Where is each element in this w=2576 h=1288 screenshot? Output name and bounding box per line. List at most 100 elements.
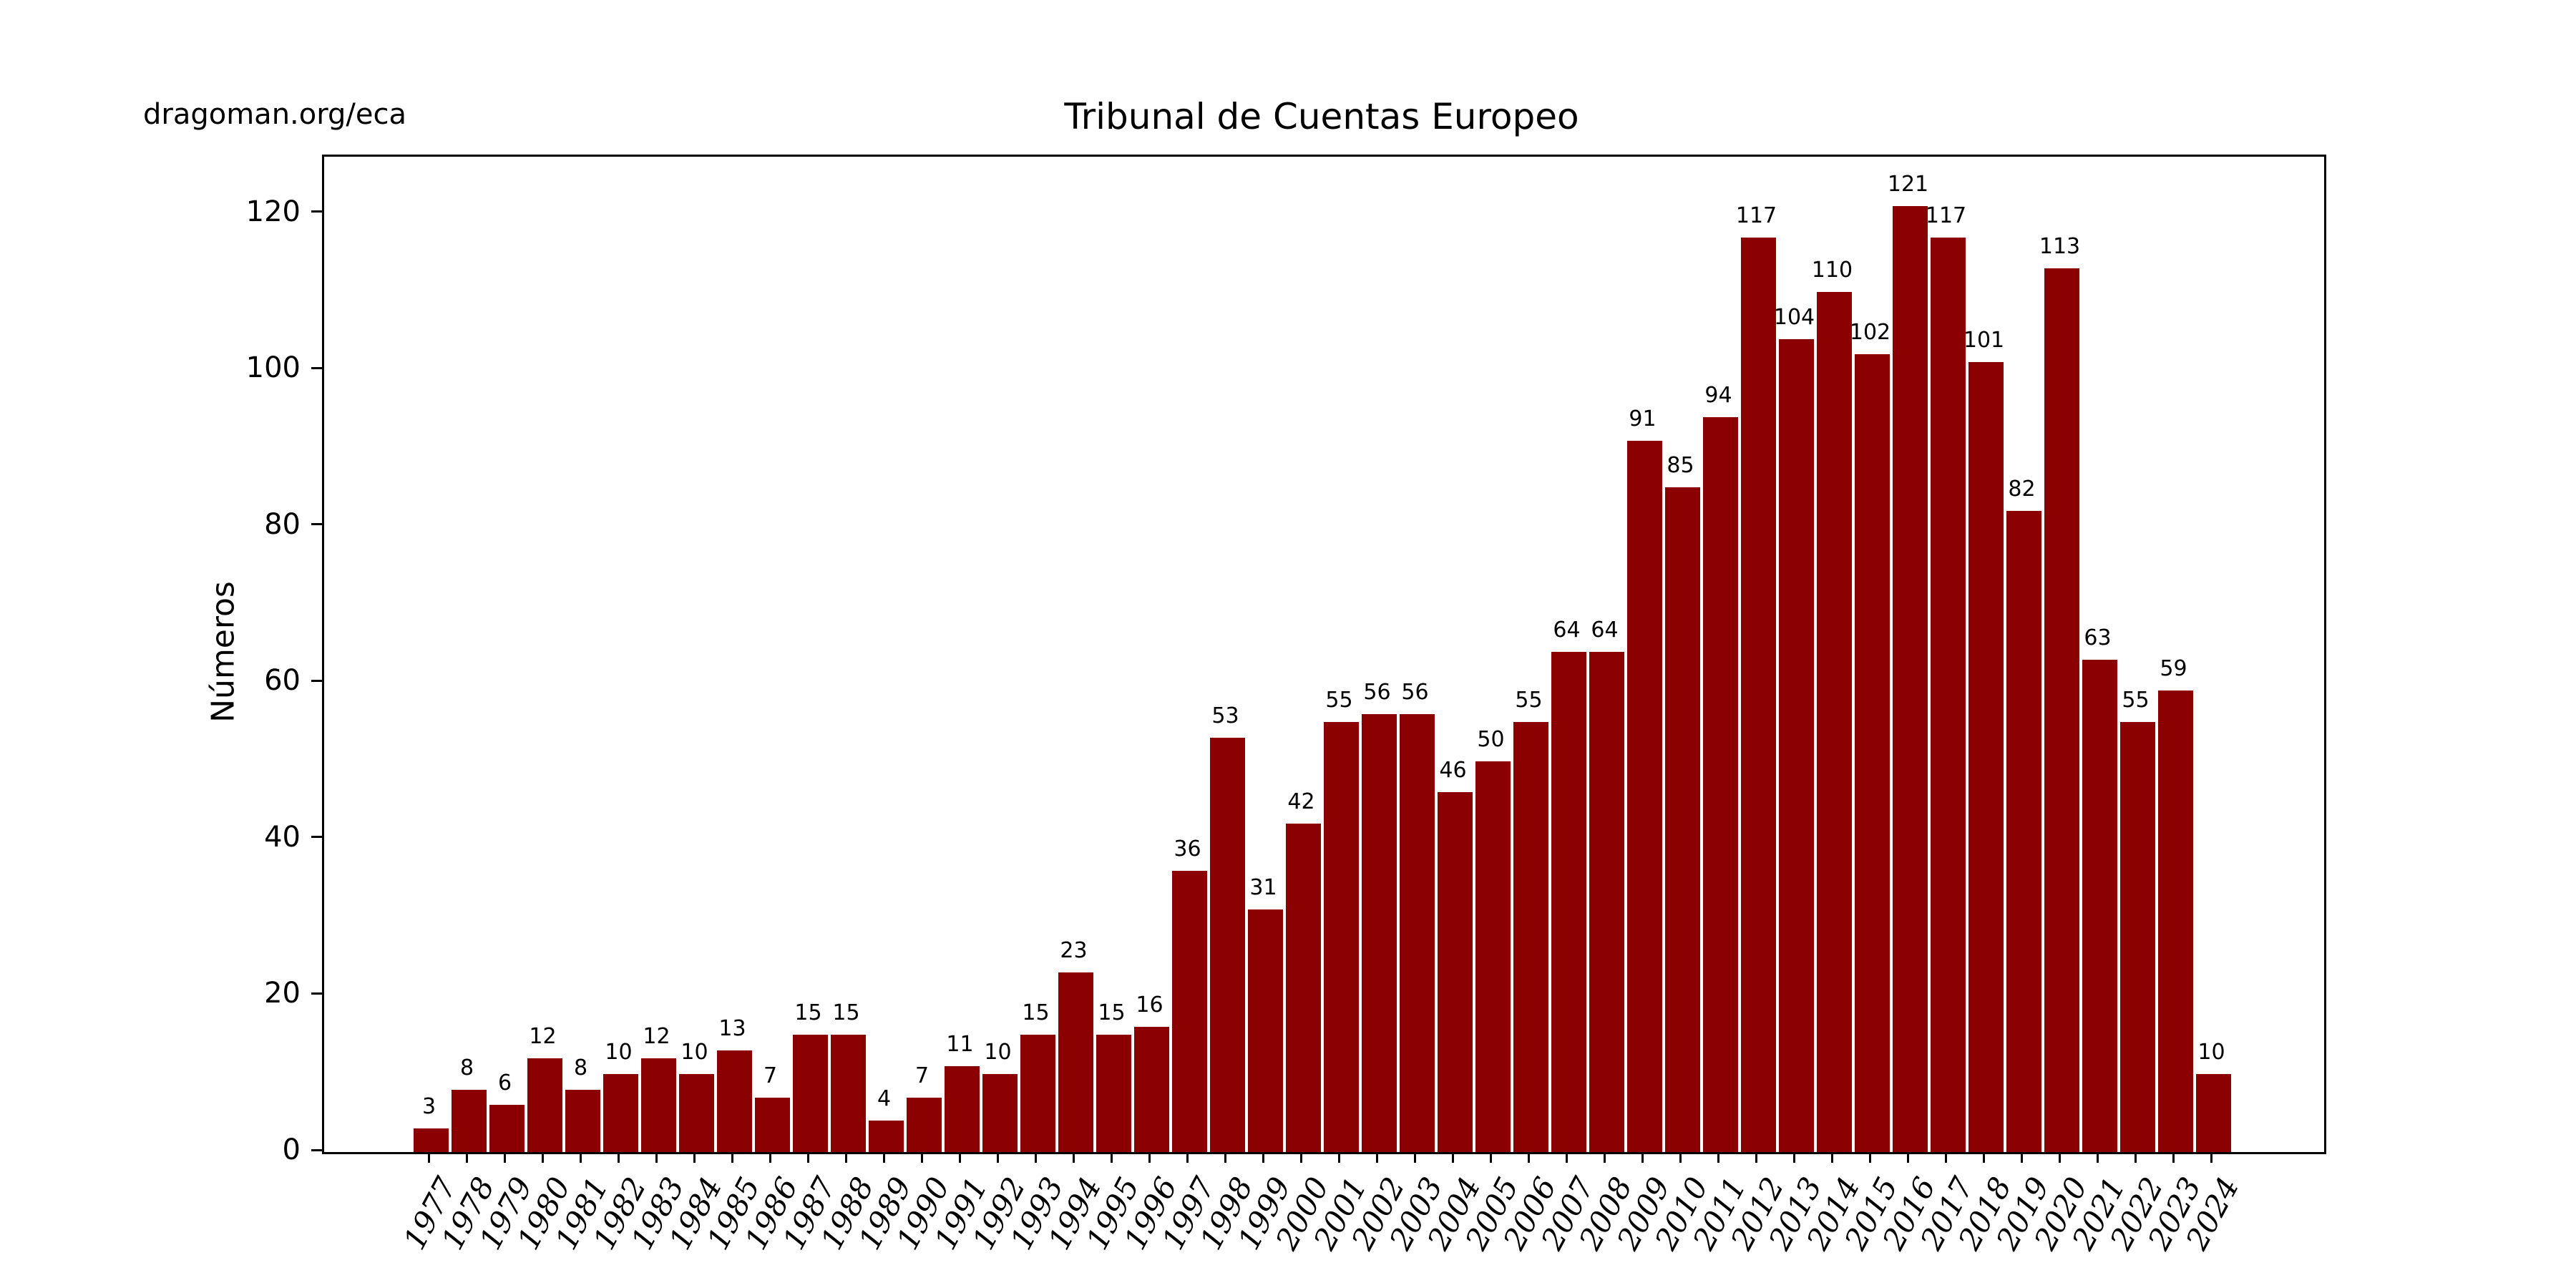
- bar-value-label-2018: 101: [1963, 328, 2005, 353]
- x-tick-mark: [504, 1152, 506, 1163]
- bar-value-label-1988: 15: [832, 1000, 860, 1026]
- bar-value-label-2023: 59: [2160, 656, 2187, 682]
- y-tick-mark: [311, 366, 322, 369]
- y-tick-label-100: 100: [245, 351, 301, 385]
- bar-value-label-1994: 23: [1060, 937, 1088, 963]
- x-tick-mark: [959, 1152, 961, 1163]
- bar-value-label-1981: 8: [573, 1055, 588, 1080]
- bar-2000: [1286, 824, 1321, 1152]
- bar-2004: [1438, 792, 1473, 1152]
- bar-value-label-1991: 11: [946, 1031, 974, 1057]
- y-axis-label: Números: [205, 581, 242, 723]
- bar-1992: [982, 1073, 1018, 1152]
- x-tick-mark: [845, 1152, 847, 1163]
- bar-value-label-2007: 64: [1553, 617, 1581, 643]
- x-tick-mark: [1073, 1152, 1075, 1163]
- bar-2021: [2082, 659, 2117, 1152]
- bar-2013: [1779, 338, 1814, 1152]
- bar-1984: [679, 1073, 714, 1152]
- x-tick-mark: [807, 1152, 809, 1163]
- x-tick-mark: [2210, 1152, 2212, 1163]
- bar-value-label-2005: 50: [1477, 726, 1505, 752]
- bar-value-label-2006: 55: [1515, 688, 1543, 713]
- bar-value-label-2016: 121: [1887, 171, 1929, 197]
- bar-value-label-1982: 10: [605, 1039, 633, 1065]
- x-tick-mark: [1452, 1152, 1454, 1163]
- bar-value-label-2012: 117: [1735, 203, 1777, 228]
- bar-1985: [717, 1050, 752, 1152]
- bar-value-label-1993: 15: [1022, 1000, 1050, 1026]
- y-tick-mark: [311, 992, 322, 995]
- bar-value-label-2024: 10: [2197, 1039, 2225, 1065]
- bar-value-label-1985: 13: [718, 1015, 746, 1041]
- x-tick-mark: [997, 1152, 999, 1163]
- bar-2016: [1893, 205, 1928, 1152]
- bar-value-label-2003: 56: [1401, 680, 1429, 706]
- y-tick-label-20: 20: [264, 977, 301, 1010]
- bar-1989: [869, 1121, 904, 1152]
- bar-value-label-2000: 42: [1287, 789, 1315, 815]
- x-tick-mark: [1641, 1152, 1644, 1163]
- y-tick-label-40: 40: [264, 820, 301, 854]
- x-tick-mark: [2135, 1152, 2137, 1163]
- bar-value-label-1978: 8: [459, 1055, 474, 1080]
- x-tick-mark: [1224, 1152, 1226, 1163]
- bar-value-label-2022: 55: [2122, 688, 2150, 713]
- bar-value-label-2017: 117: [1925, 203, 1967, 228]
- bar-value-label-1977: 3: [421, 1094, 436, 1120]
- x-tick-mark: [2021, 1152, 2023, 1163]
- x-tick-mark: [1717, 1152, 1719, 1163]
- x-tick-mark: [2172, 1152, 2175, 1163]
- bar-value-label-1999: 31: [1249, 875, 1277, 901]
- bar-2017: [1931, 237, 1966, 1152]
- bar-1987: [793, 1035, 828, 1152]
- y-tick-label-120: 120: [245, 195, 301, 228]
- y-tick-label-80: 80: [264, 507, 301, 541]
- bar-value-label-2004: 46: [1439, 758, 1467, 784]
- y-tick-mark: [311, 679, 322, 682]
- bar-value-label-1986: 7: [763, 1063, 778, 1088]
- y-tick-mark: [311, 836, 322, 839]
- bar-2012: [1741, 237, 1776, 1152]
- bar-value-label-2011: 94: [1704, 382, 1732, 408]
- x-tick-mark: [1566, 1152, 1568, 1163]
- bar-1994: [1058, 972, 1093, 1152]
- y-tick-mark: [311, 1148, 322, 1151]
- bar-value-label-2014: 110: [1811, 258, 1853, 283]
- bar-value-label-1983: 12: [643, 1023, 670, 1049]
- x-tick-mark: [1490, 1152, 1492, 1163]
- x-tick-mark: [1679, 1152, 1682, 1163]
- x-tick-mark: [655, 1152, 658, 1163]
- x-tick-mark: [1148, 1152, 1151, 1163]
- bar-value-label-2019: 82: [2008, 476, 2036, 502]
- bar-2022: [2120, 722, 2155, 1152]
- bar-2024: [2196, 1073, 2231, 1152]
- bar-1979: [489, 1105, 525, 1152]
- bar-2006: [1513, 722, 1548, 1152]
- bar-1990: [907, 1097, 942, 1152]
- bar-1998: [1210, 737, 1245, 1152]
- bar-2005: [1475, 761, 1511, 1152]
- bar-1982: [603, 1073, 638, 1152]
- x-tick-mark: [1793, 1152, 1795, 1163]
- x-tick-mark: [1755, 1152, 1757, 1163]
- x-tick-mark: [883, 1152, 885, 1163]
- bar-2009: [1627, 440, 1662, 1152]
- bar-value-label-1996: 16: [1136, 992, 1163, 1018]
- x-tick-mark: [466, 1152, 468, 1163]
- bar-2023: [2158, 691, 2193, 1152]
- bar-1980: [527, 1058, 562, 1152]
- x-tick-mark: [1869, 1152, 1871, 1163]
- bar-2020: [2044, 268, 2079, 1152]
- bar-2001: [1324, 722, 1359, 1152]
- x-tick-mark: [428, 1152, 430, 1163]
- bar-1978: [452, 1089, 487, 1152]
- x-tick-mark: [1338, 1152, 1340, 1163]
- x-tick-mark: [731, 1152, 733, 1163]
- x-tick-mark: [1414, 1152, 1416, 1163]
- bar-value-label-1990: 7: [914, 1063, 930, 1088]
- bar-value-label-1998: 53: [1211, 703, 1239, 728]
- bar-value-label-1997: 36: [1174, 836, 1201, 862]
- bar-value-label-1995: 15: [1098, 1000, 1126, 1026]
